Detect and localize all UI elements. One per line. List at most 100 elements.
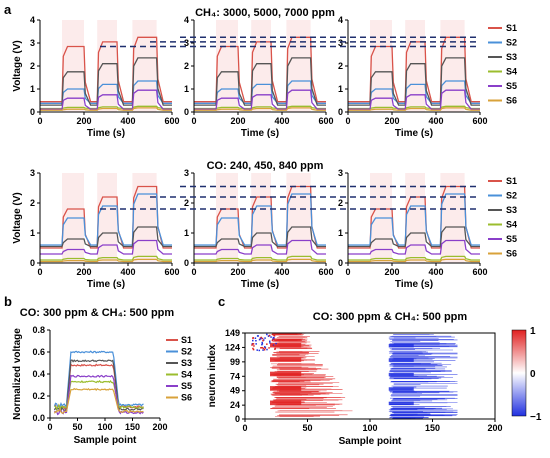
spike-dot [255,340,257,342]
y-tick-label: 124 [225,342,240,352]
series-line-s3 [348,226,480,248]
spike-dot [253,345,255,347]
y-tick-label: 0 [338,107,343,117]
spike-dot [252,348,255,351]
x-tick-label: 200 [384,267,399,277]
series-line-s4 [348,105,480,110]
x-tick-label: 600 [318,267,333,277]
pulse-shade [440,173,465,263]
spike-dot [266,343,268,345]
legend-label-s4: S4 [506,220,517,230]
y-tick-label: 149 [225,328,240,338]
pulse-shade [97,20,117,112]
x-tick-label: 150 [125,422,140,432]
x-tick-label: 200 [230,116,245,126]
series-line-s5 [40,239,172,255]
chart-b: CO: 300 ppm & CH₄: 500 ppm Normalized vol… [12,307,192,446]
chart-title: CO: 240, 450, 840 ppm [207,160,324,172]
spike-band-negative [388,372,414,377]
series-line-s1 [40,185,172,249]
spike-dot [255,343,257,345]
y-tick-label: 2 [30,61,35,71]
panel-letter-c: c [218,294,225,309]
series-line-s3 [40,226,172,248]
x-tick-label: 200 [384,116,399,126]
colorbar-tick-label: 0 [530,369,536,380]
series-line-s5 [348,89,480,110]
x-tick-label: 600 [164,267,179,277]
spike-dot [261,337,264,340]
colorbar-tick-label: −1 [530,412,542,423]
x-tick-label: 600 [318,116,333,126]
spike-dot [261,346,263,349]
x-axis-label: Time (s) [241,128,279,139]
spike-dot [261,343,263,346]
x-tick-label: 0 [37,116,42,126]
spike-dot [272,338,274,340]
spike-band-positive [270,386,302,391]
subplot-2: 0 200 400 600 0 1 2 3 4 Time (s) [184,15,334,139]
y-tick-label: 0 [30,258,35,268]
y-tick-label: 3 [184,168,189,178]
legend-label-s2: S2 [506,38,517,48]
series-line-s4 [348,255,480,261]
series-line-s5 [53,374,144,416]
chart-title: CH₄: 3000, 5000, 7000 ppm [195,7,335,19]
series-line-s5 [348,239,480,255]
spike-dot [252,343,255,345]
legend-label-s3: S3 [506,52,517,62]
x-tick-label: 50 [302,423,312,433]
x-tick-label: 150 [425,423,440,433]
x-tick-label: 400 [428,267,443,277]
y-tick-label: 1 [338,84,343,94]
legend-label-s5: S5 [506,81,517,91]
x-tick-label: 600 [472,116,487,126]
y-tick-label: 0.6 [32,347,45,357]
spike-dot [260,337,262,340]
y-tick-label: 0 [184,107,189,117]
x-tick-label: 200 [230,267,245,277]
series-line-s6 [40,107,172,111]
series-line-s6 [348,258,480,263]
y-tick-label: 0.0 [32,413,45,423]
spike-dot [268,347,270,349]
legend-label-s4: S4 [181,370,192,380]
spike-dot [268,340,271,343]
legend-label-s6: S6 [506,96,517,106]
series-line-s3 [348,57,480,106]
series-line-s2 [53,350,144,408]
spike-dot [256,349,258,351]
series-line-s5 [40,89,172,110]
x-axis-label: Time (s) [87,279,125,290]
spike-dot [271,333,274,336]
legend-label-s1: S1 [181,335,192,345]
y-tick-label: 3 [338,38,343,48]
y-tick-label: 0.2 [32,391,45,401]
y-tick-label: 0.4 [32,369,45,379]
spike-band-positive [270,357,302,362]
panel-letter-b: b [4,294,12,309]
series-line-s3 [53,359,144,412]
legend-label-s6: S6 [181,393,192,403]
spike-dot [258,338,261,341]
series-line-s4 [194,105,326,110]
spike-dot [273,334,275,336]
spike-band-positive [270,371,302,377]
subplot-2: 0 200 400 600 0 1 2 3 Time (s) [184,168,334,290]
x-axis-label: Time (s) [87,128,125,139]
pulse-shade [251,173,271,263]
y-tick-label: 1 [338,228,343,238]
series-line-s2 [348,80,480,104]
series-line-s2 [348,193,480,246]
x-tick-label: 0 [47,422,52,432]
spike-dot [266,333,268,336]
spike-dot [252,337,254,340]
y-tick-label: 4 [30,15,35,25]
y-tick-label: 3 [30,38,35,48]
spike-dot [272,344,275,346]
x-tick-label: 100 [97,422,112,432]
spike-dot [271,339,274,342]
pulse-shade [286,20,311,112]
y-tick-label: 2 [30,198,35,208]
